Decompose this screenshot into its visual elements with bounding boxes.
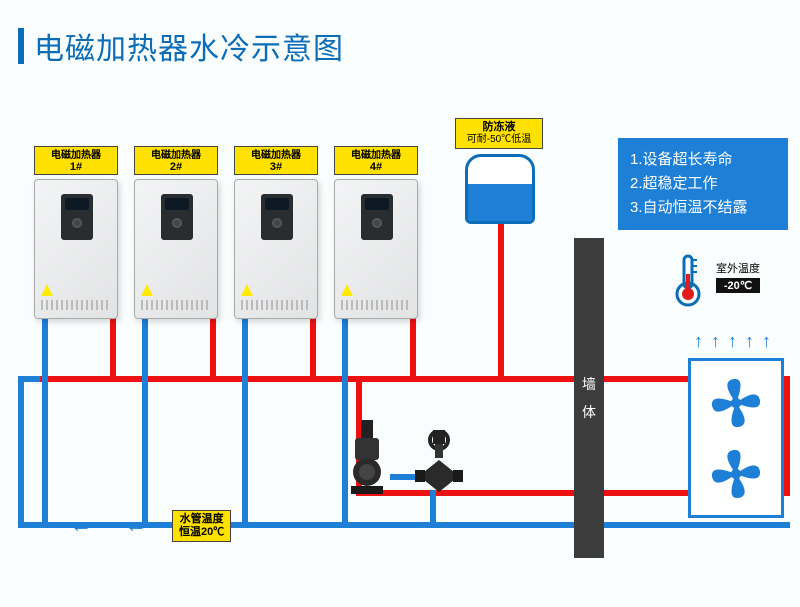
heater-label: 电磁加热器4# [334,146,418,175]
pipe-temp-tag: 水管温度 恒温20℃ [172,510,231,542]
pipe-hot-right-link [784,376,790,496]
heater-label-num: 4# [335,161,417,173]
feature-2: 2.超稳定工作 [630,172,776,196]
air-arrow: ↑ [762,332,771,350]
pipe-cold-drop-2 [142,316,148,528]
tank-liquid [468,184,532,221]
antifreeze-sub: 可耐-50℃低温 [462,134,536,146]
pipe-cold-leftrise [18,376,24,528]
warning-icon [241,284,253,296]
pipe-hot-drop-4 [410,316,416,382]
valve-icon [415,430,463,496]
air-arrow: ↑ [728,332,737,350]
fan-icon [710,377,762,429]
heater-body [234,179,318,319]
pipe-cold-drop-1 [42,316,48,528]
pump-icon [345,420,389,490]
wall-label-1: 墙 [574,374,604,394]
heater-body [334,179,418,319]
heater-vent [341,300,411,310]
air-arrow: ↑ [745,332,754,350]
heater-unit-3: 电磁加热器3# [234,146,318,319]
feature-1: 1.设备超长寿命 [630,148,776,172]
heater-panel [161,194,193,240]
heater-panel [261,194,293,240]
heater-label-text: 电磁加热器 [335,150,417,161]
flow-arrow-1: ← [70,512,92,538]
antifreeze-tag: 防冻液 可耐-50℃低温 [455,118,543,149]
heater-vent [141,300,211,310]
outdoor-temp-label: 室外温度 [716,260,760,276]
heater-label-text: 电磁加热器 [135,150,217,161]
heater-vent [241,300,311,310]
outdoor-temp-badge: 室外温度 -20℃ [716,260,760,293]
wall-label-2: 体 [574,402,604,422]
pipe-cold-drop-3 [242,316,248,528]
heater-label: 电磁加热器3# [234,146,318,175]
heater-unit-4: 电磁加热器4# [334,146,418,319]
heater-unit-2: 电磁加热器2# [134,146,218,319]
antifreeze-tank [465,154,535,224]
heater-vent [41,300,111,310]
antifreeze-label: 防冻液 [462,121,536,134]
heater-label: 电磁加热器1# [34,146,118,175]
airflow-arrows: ↑ ↑ ↑ ↑ ↑ [694,332,771,350]
feature-3: 3.自动恒温不结露 [630,196,776,220]
heater-label-num: 2# [135,161,217,173]
heater-label-num: 1# [35,161,117,173]
heater-label: 电磁加热器2# [134,146,218,175]
pipe-temp-label: 水管温度 [179,513,224,526]
heater-panel [61,194,93,240]
fan-icon [710,448,762,500]
warning-icon [341,284,353,296]
heater-panel [361,194,393,240]
pipe-cold-leftcap [18,376,40,382]
thermometer-icon [672,252,704,308]
wall: 墙 体 [574,238,604,558]
heater-body [134,179,218,319]
pipe-hot-drop-1 [110,316,116,382]
outdoor-temp-value: -20℃ [716,278,760,293]
air-arrow: ↑ [694,332,703,350]
air-arrow: ↑ [711,332,720,350]
heater-label-text: 电磁加热器 [35,150,117,161]
features-box: 1.设备超长寿命 2.超稳定工作 3.自动恒温不结露 [618,138,788,230]
flow-arrow-2: ← [125,512,147,538]
pipe-temp-value: 恒温20℃ [179,526,224,539]
heater-label-text: 电磁加热器 [235,150,317,161]
pipe-hot-drop-3 [310,316,316,382]
warning-icon [41,284,53,296]
pipe-hot-tank [498,218,504,382]
pipe-hot-drop-2 [210,316,216,382]
heater-body [34,179,118,319]
cooler-unit [688,358,784,518]
heater-label-num: 3# [235,161,317,173]
heater-unit-1: 电磁加热器1# [34,146,118,319]
diagram-stage: ← ← 电磁加热器1#电磁加热器2#电磁加热器3#电磁加热器4# 防冻液 可耐-… [0,0,800,607]
warning-icon [141,284,153,296]
